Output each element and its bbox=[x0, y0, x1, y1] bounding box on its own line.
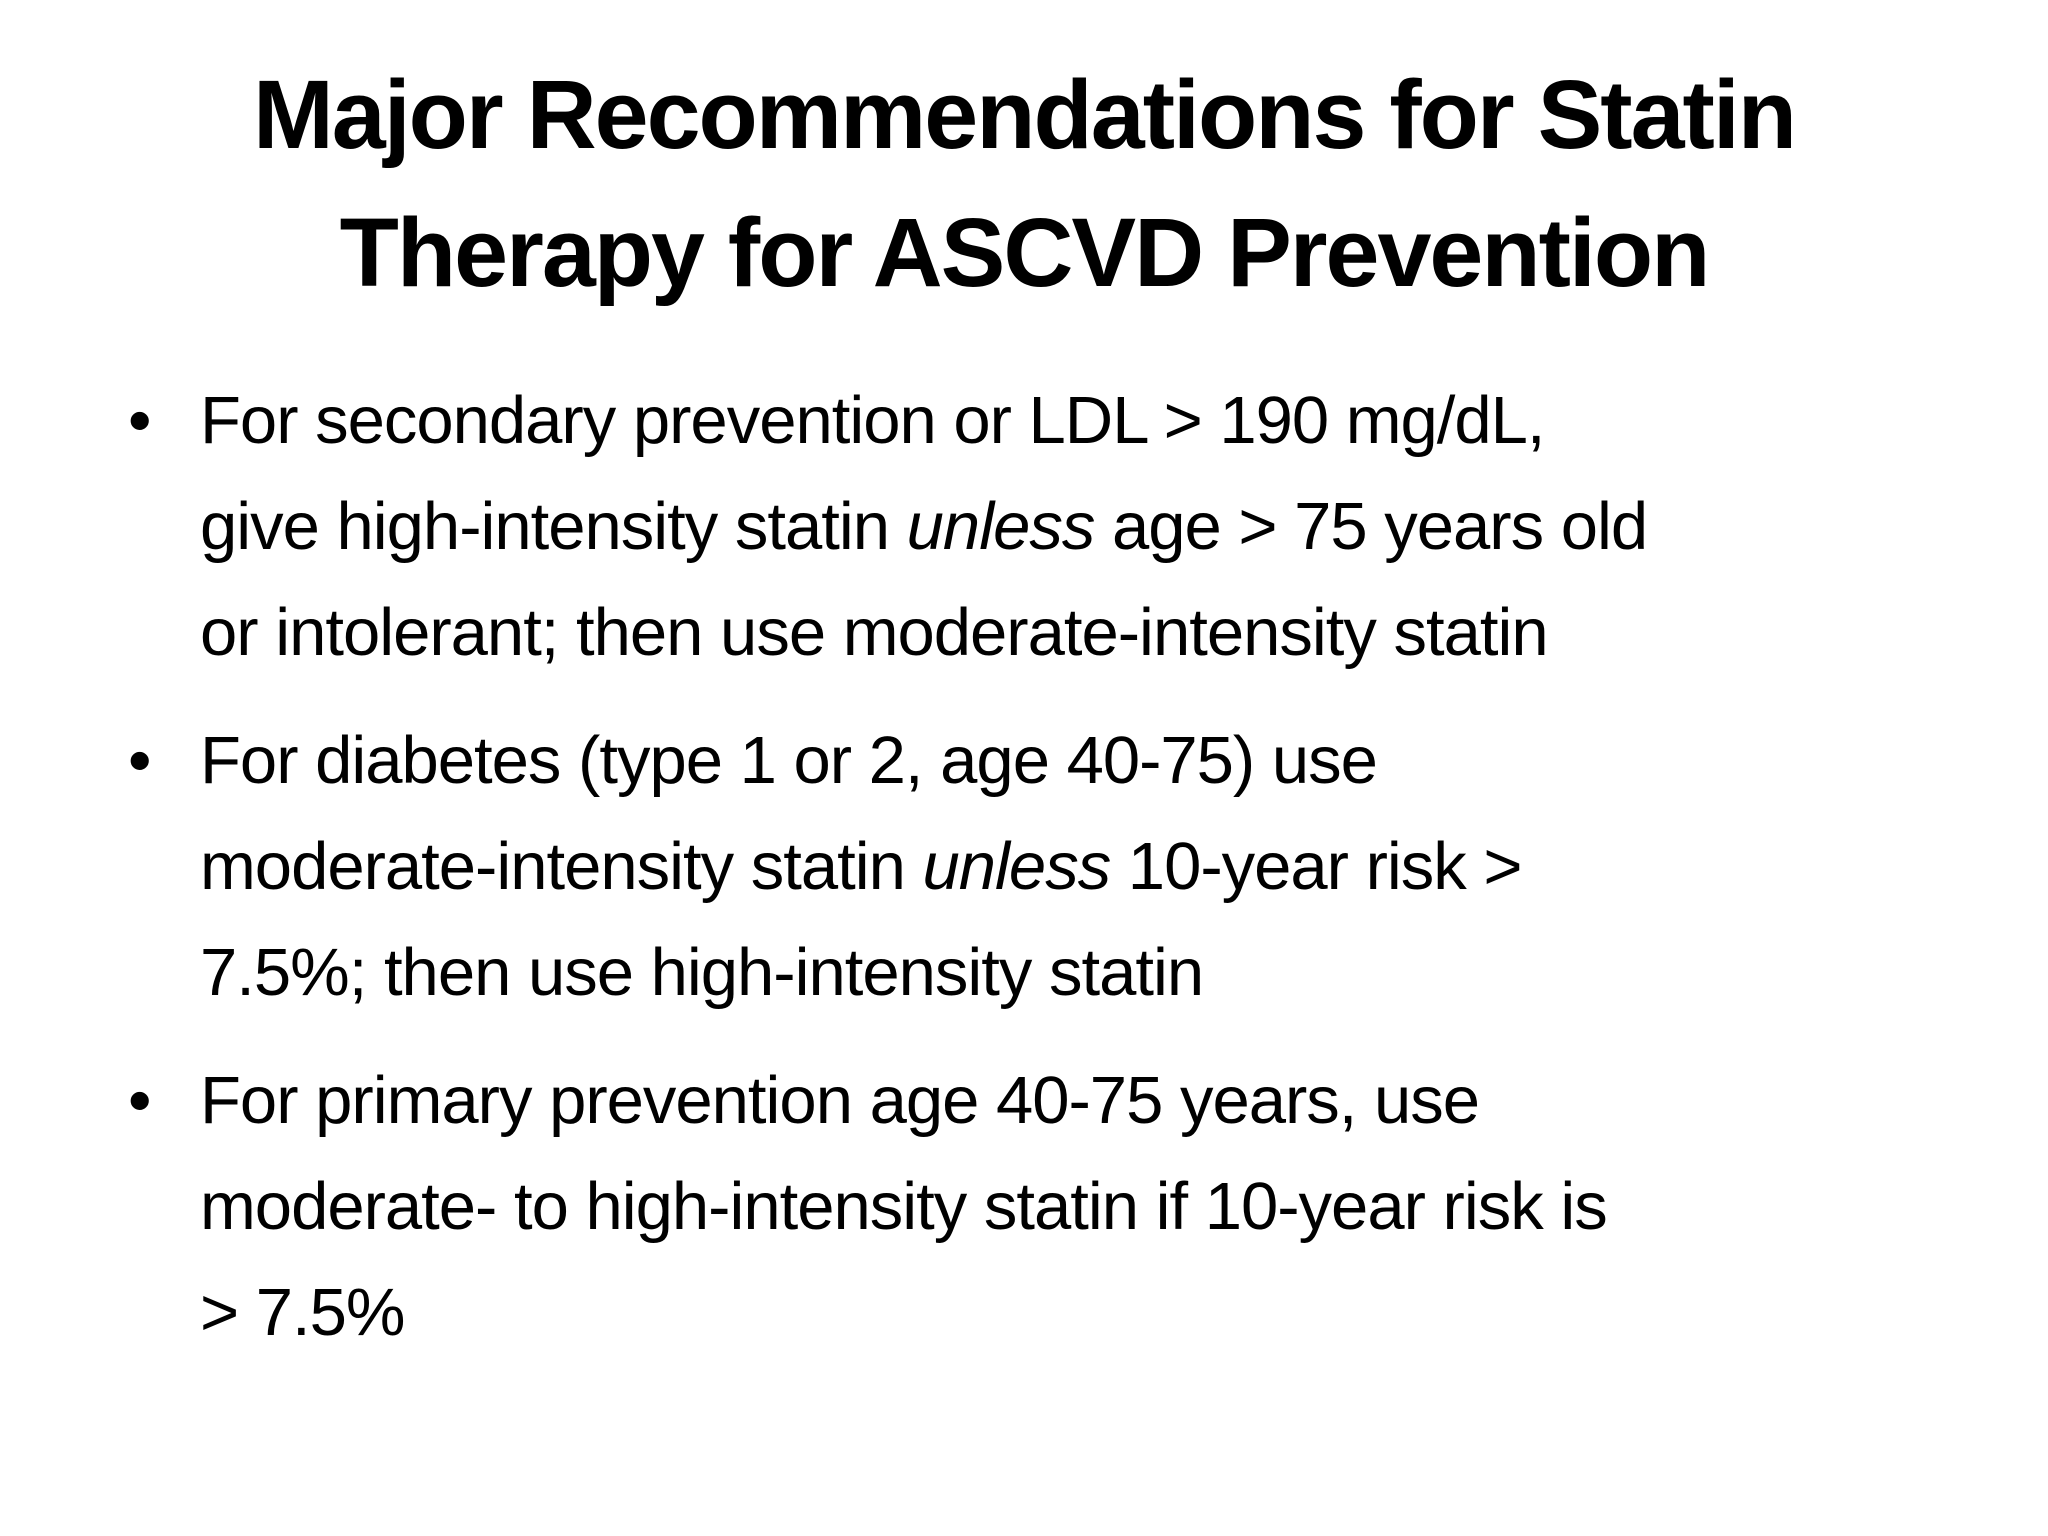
italic-text-run: unless bbox=[922, 829, 1112, 904]
bullet-text-line: moderate-intensity statin unless 10-year… bbox=[200, 814, 1523, 920]
text-run: 7.5%; then use high-intensity statin bbox=[200, 935, 1204, 1010]
slide-title: Major Recommendations for Statin Therapy… bbox=[0, 46, 2048, 322]
text-run: For primary prevention age 40-75 years, … bbox=[200, 1063, 1480, 1138]
text-run: For diabetes (type 1 or 2, age 40-75) us… bbox=[200, 723, 1378, 798]
text-run: age > 75 years old bbox=[1094, 489, 1648, 564]
bullet-item: • For secondary prevention or LDL > 190 m… bbox=[128, 368, 1988, 686]
bullet-text: For primary prevention age 40-75 years, … bbox=[200, 1048, 1608, 1366]
text-run: moderate-intensity statin bbox=[200, 829, 923, 904]
slide-title-line-2: Therapy for ASCVD Prevention bbox=[339, 198, 1711, 307]
bullet-marker: • bbox=[128, 383, 151, 458]
text-run: > 7.5% bbox=[200, 1275, 405, 1350]
bullet-item: • For diabetes (type 1 or 2, age 40-75) u… bbox=[128, 708, 1988, 1026]
bullet-marker: • bbox=[128, 723, 151, 798]
bullet-list: • For secondary prevention or LDL > 190 m… bbox=[0, 368, 2048, 1366]
text-run: moderate- to high-intensity statin if 10… bbox=[200, 1169, 1608, 1244]
bullet-text-line: > 7.5% bbox=[200, 1260, 1607, 1366]
bullet-text: For secondary prevention or LDL > 190 mg… bbox=[200, 368, 1648, 686]
bullet-marker: • bbox=[128, 1063, 151, 1138]
italic-text-run: unless bbox=[906, 489, 1096, 564]
text-run: give high-intensity statin bbox=[200, 489, 907, 564]
text-run: For secondary prevention or LDL > 190 mg… bbox=[200, 383, 1546, 458]
bullet-text-line: moderate- to high-intensity statin if 10… bbox=[200, 1154, 1608, 1260]
slide-title-line-1: Major Recommendations for Statin bbox=[252, 60, 1797, 169]
bullet-text: For diabetes (type 1 or 2, age 40-75) us… bbox=[200, 708, 1523, 1026]
bullet-text-line: 7.5%; then use high-intensity statin bbox=[200, 920, 1522, 1026]
bullet-text-line: For diabetes (type 1 or 2, age 40-75) us… bbox=[200, 708, 1522, 814]
bullet-text-line: For secondary prevention or LDL > 190 mg… bbox=[200, 368, 1647, 474]
bullet-text-line: For primary prevention age 40-75 years, … bbox=[200, 1048, 1607, 1154]
bullet-text-line: give high-intensity statin unless age > … bbox=[200, 474, 1648, 580]
text-run: or intolerant; then use moderate-intensi… bbox=[200, 595, 1549, 670]
bullet-text-line: or intolerant; then use moderate-intensi… bbox=[200, 580, 1647, 686]
text-run: 10-year risk > bbox=[1110, 829, 1523, 904]
bullet-item: • For primary prevention age 40-75 years,… bbox=[128, 1048, 1988, 1366]
